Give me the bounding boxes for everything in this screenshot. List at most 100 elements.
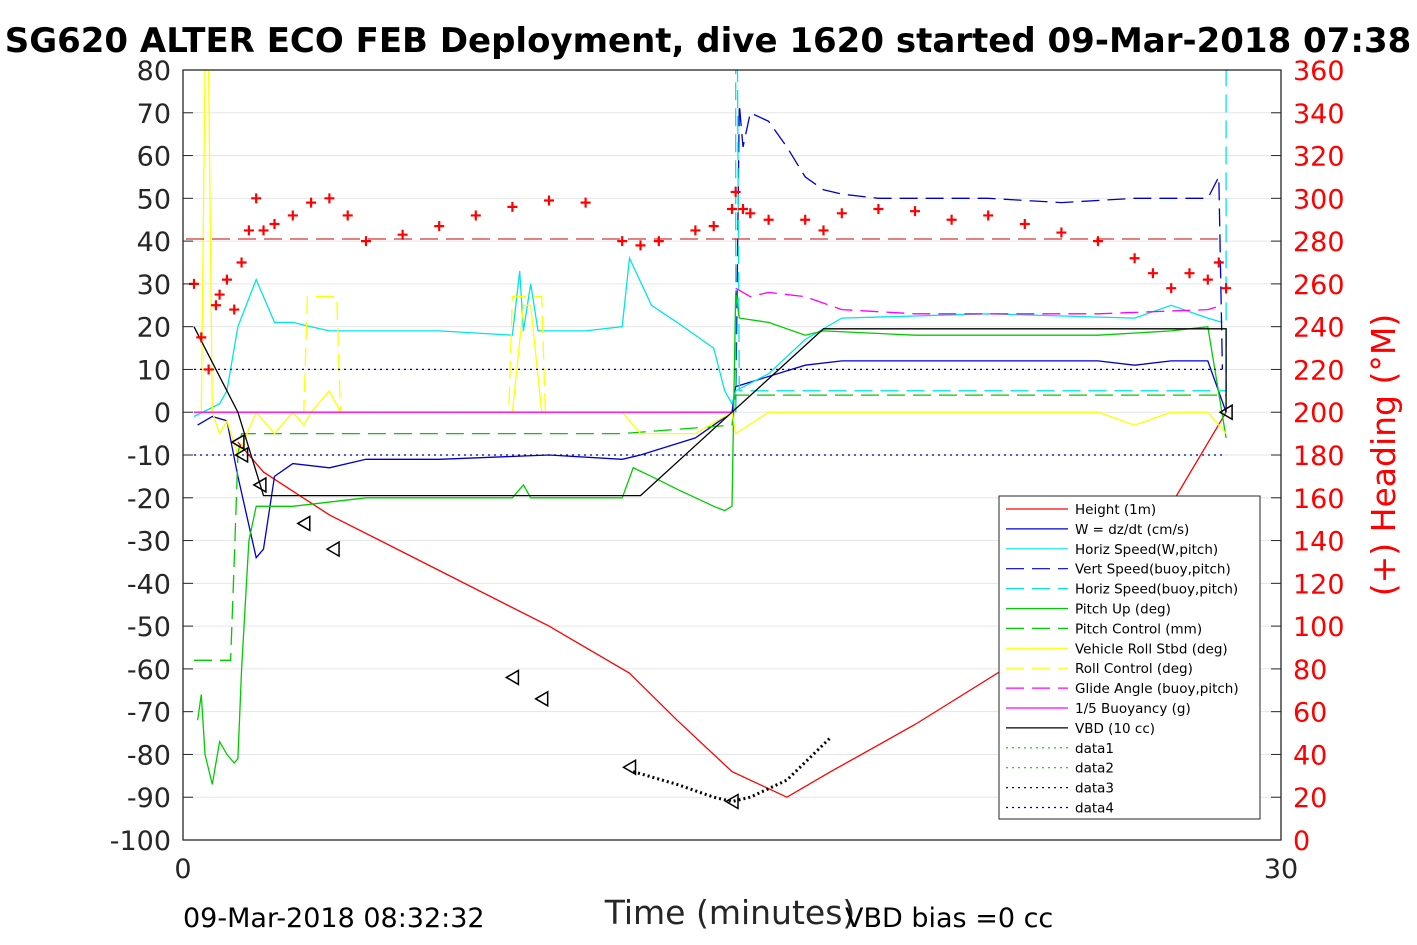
series-heading-point	[983, 210, 994, 221]
y-tick-label-right: 20	[1293, 783, 1327, 814]
series-heading-point	[1184, 268, 1195, 279]
series-heading-point	[763, 214, 774, 225]
series-vehicle-roll-stbd-deg	[200, 69, 1227, 457]
series-heading-point	[946, 214, 957, 225]
legend-label: W = dz/dt (cm/s)	[1075, 522, 1189, 538]
series-heading-point	[730, 186, 741, 197]
y-tick-label-right: 160	[1293, 484, 1345, 515]
legend-label: Horiz Speed(buoy,pitch)	[1075, 582, 1238, 598]
series-w-dz-dt-cm-s	[197, 360, 1227, 560]
y-tick-label-right: 220	[1293, 355, 1345, 386]
series-heading-point	[434, 221, 445, 232]
series-heading-point	[818, 225, 829, 236]
y-tick-label-left: 60	[137, 142, 171, 173]
legend-label: Vert Speed(buoy,pitch)	[1075, 562, 1231, 578]
legend-label: Height (1m)	[1075, 502, 1156, 518]
x-tick-label: 0	[174, 854, 191, 885]
y-tick-label-right: 100	[1293, 612, 1345, 643]
y-tick-label-right: 40	[1293, 740, 1327, 771]
legend-label: Vehicle Roll Stbd (deg)	[1075, 641, 1228, 657]
y-tick-label-right: 120	[1293, 569, 1345, 600]
footer-datetime: 09-Mar-2018 08:32:32	[183, 903, 485, 934]
y-tick-label-left: -70	[127, 698, 171, 729]
y-tick-label-left: 30	[137, 270, 171, 301]
series-heading-point	[690, 225, 701, 236]
legend-label: data3	[1075, 781, 1114, 797]
footer-vbd-bias: VBD bias =0 cc	[845, 903, 1053, 934]
y-tick-label-left: -20	[127, 484, 171, 515]
series-heading-point	[1019, 219, 1030, 229]
series-heading-point	[243, 225, 254, 236]
y-tick-label-left: 40	[137, 227, 171, 258]
series-heading-point	[910, 206, 920, 217]
y-tick-label-left: -30	[127, 527, 171, 558]
y-tick-label-left: -40	[127, 569, 171, 600]
y-tick-label-left: -100	[110, 826, 171, 857]
series-heading-point	[229, 304, 240, 315]
series-heading-point	[306, 197, 317, 208]
y-tick-label-left: -60	[127, 655, 171, 686]
series-vert-speed-buoy-pitch	[735, 104, 1224, 413]
series-heading-point	[214, 289, 225, 300]
series-heading-point	[236, 257, 247, 268]
y-tick-label-left: -80	[127, 740, 171, 771]
legend-label: data4	[1075, 801, 1114, 817]
y-tick-label-right: 240	[1293, 313, 1345, 344]
series-heading-point	[580, 197, 591, 208]
legend-label: Glide Angle (buoy,pitch)	[1075, 681, 1239, 697]
series-heading-point	[470, 210, 481, 221]
series-heading-point	[210, 300, 221, 311]
series-heading-point	[1166, 283, 1177, 294]
series-heading-point	[727, 204, 737, 215]
series-horiz-speed-w-pitch	[193, 255, 1223, 418]
gc-triangle-marker	[230, 433, 245, 451]
legend-box	[998, 495, 1261, 820]
series-roll-control-deg	[194, 296, 714, 413]
legend: Height (1m) W = dz/dt (cm/s) Horiz Speed(W…	[998, 495, 1261, 820]
series-heading-point	[287, 210, 298, 221]
series-heading-point	[1129, 253, 1140, 264]
y-tick-label-left: 0	[154, 398, 171, 429]
legend-label: Pitch Control (mm)	[1075, 621, 1202, 637]
legend-label: Roll Control (deg)	[1075, 661, 1193, 677]
gc-triangle-marker	[325, 540, 340, 558]
series-heading-point	[745, 208, 756, 219]
y-tick-label-right: 0	[1293, 826, 1310, 857]
series-heading-point	[635, 240, 646, 251]
series-heading-point	[507, 201, 518, 212]
series-heading-point	[251, 193, 262, 204]
series-heading-point	[873, 204, 884, 215]
y-tick-label-left: 70	[137, 99, 171, 130]
series-heading-point	[708, 221, 719, 232]
series-heading-point	[269, 219, 280, 229]
gc-triangle-marker	[724, 793, 739, 810]
series-heading-point	[1093, 236, 1103, 247]
gc-triangle-marker	[234, 446, 249, 464]
dive-bottom-dotted	[632, 736, 832, 804]
gc-triangle-marker	[252, 476, 267, 494]
series-vbd-10-cc	[193, 326, 1227, 497]
right-axis-label: (+) Heading (°M)	[1364, 314, 1403, 596]
gc-triangle-marker	[504, 669, 520, 686]
y-tick-label-right: 180	[1293, 441, 1345, 472]
gc-triangle-marker	[534, 690, 549, 708]
series-heading-point	[1056, 227, 1067, 238]
y-tick-label-left: -90	[127, 783, 171, 814]
series-heading-point	[342, 210, 353, 221]
series-pitch-control-mm	[194, 394, 1227, 661]
series-heading-point	[836, 208, 847, 219]
series-heading-point	[221, 274, 232, 285]
y-tick-label-right: 200	[1293, 398, 1345, 429]
y-tick-label-right: 360	[1293, 56, 1345, 87]
y-tick-label-right: 80	[1293, 655, 1327, 686]
series-heading-point	[361, 236, 371, 247]
chart-title: SG620 ALTER ECO FEB Deployment, dive 162…	[5, 21, 1412, 61]
series-heading-point	[1221, 283, 1232, 294]
legend-label: Horiz Speed(W,pitch)	[1075, 542, 1218, 558]
y-tick-label-right: 340	[1293, 99, 1345, 130]
y-tick-label-right: 280	[1293, 227, 1345, 258]
series-heading-point	[1147, 268, 1158, 279]
y-tick-label-right: 300	[1293, 184, 1345, 215]
y-tick-label-right: 60	[1293, 698, 1327, 729]
